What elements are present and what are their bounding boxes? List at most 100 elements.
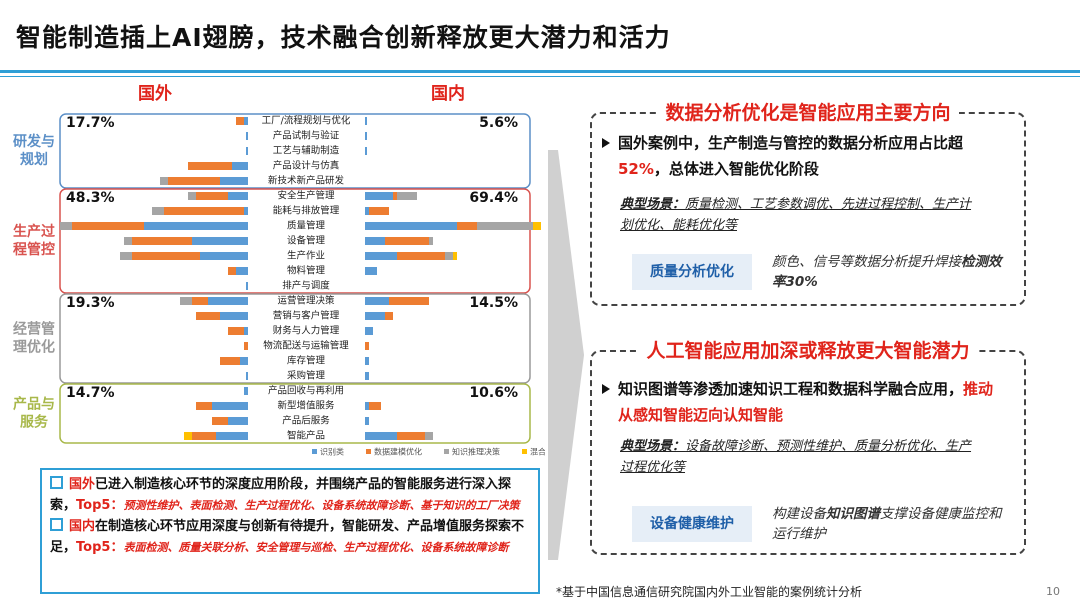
bullet-tail: ，总体进入智能优化阶段 xyxy=(653,160,819,178)
share-label: 14.7% xyxy=(66,385,115,401)
bar-segment xyxy=(365,417,369,425)
bullet-text: 知识图谱等渗透加速知识工程和数据科学融合应用， xyxy=(618,380,964,398)
bar-segment xyxy=(212,417,228,425)
share-label: 14.5% xyxy=(469,295,518,311)
bullet-highlight: 推动从感知智能迈向认知智能 xyxy=(618,380,994,424)
category-label: 能耗与排放管理 xyxy=(273,205,340,217)
category-label: 生产作业 xyxy=(287,250,325,262)
panel-title: 数据分析优化是智能应用主要方向 xyxy=(657,102,959,124)
bar-segment xyxy=(457,222,477,230)
category-label: 运营管理决策 xyxy=(277,295,335,307)
bar-segment xyxy=(216,432,248,440)
bar-segment xyxy=(124,237,132,245)
legend-label: 知识推理决策 xyxy=(452,447,500,457)
category-label: 智能产品 xyxy=(287,430,325,442)
bar-segment xyxy=(365,267,377,275)
notes-box: 国外已进入制造核心环节的深度应用阶段，并围绕产品的智能服务进行深入探索，Top5… xyxy=(40,468,540,594)
bar-segment xyxy=(228,267,236,275)
bar-segment xyxy=(365,432,397,440)
note-top-label: Top5： xyxy=(76,540,124,555)
category-label: 排产与调度 xyxy=(282,280,330,292)
bar-segment xyxy=(246,282,248,290)
share-label: 17.7% xyxy=(66,115,115,131)
bar-segment xyxy=(244,327,248,335)
category-label: 库存管理 xyxy=(287,355,326,367)
example-tail: 支撑设备健康监控和运行维护 xyxy=(772,506,1002,542)
bar-segment xyxy=(228,192,248,200)
bullet-text: 国外案例中，生产制造与管控的数据分析应用占比超 xyxy=(618,134,964,152)
bar-segment xyxy=(389,297,429,305)
bar-segment xyxy=(192,297,208,305)
category-label: 工艺与辅助制造 xyxy=(273,145,340,157)
example-text: 颜色、信号等数据分析提升焊接 xyxy=(772,254,961,270)
category-label: 设备管理 xyxy=(287,235,326,247)
bar-segment xyxy=(60,222,72,230)
bar-segment xyxy=(164,207,244,215)
scenario: 典型场景：设备故障诊断、预测性维护、质量分析优化、生产过程优化等 xyxy=(620,436,984,478)
note-lead: 国外 xyxy=(69,477,96,492)
share-label: 19.3% xyxy=(66,295,115,311)
bar-segment xyxy=(365,252,397,260)
category-label: 营销与客户管理 xyxy=(273,310,340,322)
panel-bullet: 知识图谱等渗透加速知识工程和数据科学融合应用，推动从感知智能迈向认知智能 xyxy=(602,376,1004,428)
category-label: 产品后服务 xyxy=(282,415,330,427)
bar-segment xyxy=(365,342,369,350)
header-rule xyxy=(0,76,1080,77)
legend-label: 识别类 xyxy=(320,447,344,457)
bar-segment xyxy=(228,327,244,335)
bar-segment xyxy=(393,192,397,200)
example: 构建设备知识图谱支撑设备健康监控和运行维护 xyxy=(772,504,1004,544)
scenario-label: 典型场景： xyxy=(620,197,686,212)
header-rule xyxy=(0,70,1080,73)
bar-segment xyxy=(188,162,232,170)
bar-segment xyxy=(445,252,453,260)
legend-label: 数据建模优化 xyxy=(374,447,422,457)
bar-segment xyxy=(365,117,367,125)
side-title: 国内 xyxy=(431,83,465,104)
example-emphasis: 知识图谱 xyxy=(826,506,880,522)
bar-segment xyxy=(132,252,200,260)
bar-segment xyxy=(246,147,248,155)
bar-segment xyxy=(236,267,248,275)
example-tag: 质量分析优化 xyxy=(632,254,752,290)
bar-segment xyxy=(397,432,425,440)
note-text: 在制造核心环节应用深度与创新有待提升，智能研发、产品增值服务探索不足， xyxy=(50,519,525,555)
category-label: 物料管理 xyxy=(287,265,326,277)
legend-swatch xyxy=(444,449,449,454)
share-label: 48.3% xyxy=(66,190,115,206)
bar-segment xyxy=(144,222,248,230)
bar-segment xyxy=(192,432,216,440)
bar-segment xyxy=(246,132,248,140)
bar-segment xyxy=(244,342,248,350)
group-box xyxy=(59,293,531,384)
bar-segment xyxy=(397,252,445,260)
bar-segment xyxy=(246,372,248,380)
bar-segment xyxy=(369,402,381,410)
bullet-highlight: 52% xyxy=(618,160,654,178)
panel-title: 人工智能应用加深或释放更大智能潜力 xyxy=(638,340,978,362)
category-label: 产品设计与仿真 xyxy=(273,160,340,172)
panel: 数据分析优化是智能应用主要方向 国外案例中，生产制造与管控的数据分析应用占比超 5… xyxy=(590,102,1026,306)
category-label: 采购管理 xyxy=(287,370,326,382)
bar-segment xyxy=(477,222,533,230)
bar-segment xyxy=(208,297,248,305)
example-tag: 设备健康维护 xyxy=(632,506,752,542)
category-label: 新技术新产品研发 xyxy=(268,175,345,187)
panel-bullet: 国外案例中，生产制造与管控的数据分析应用占比超 52%，总体进入智能优化阶段 xyxy=(602,130,1004,182)
bar-segment xyxy=(168,177,220,185)
bar-segment xyxy=(232,162,248,170)
bar-segment xyxy=(244,207,248,215)
bar-segment xyxy=(365,192,393,200)
bar-segment xyxy=(365,207,369,215)
bar-segment xyxy=(120,252,132,260)
category-label: 产品试制与验证 xyxy=(273,130,340,142)
scenario-text: 设备故障诊断、预测性维护、质量分析优化、生产过程优化等 xyxy=(620,439,972,475)
page-number: 10 xyxy=(1046,585,1060,598)
note-lead: 国内 xyxy=(69,519,96,534)
bar-segment xyxy=(365,297,389,305)
bar-segment xyxy=(212,402,248,410)
footnote: *基于中国信息通信研究院国内外工业智能的案例统计分析 xyxy=(556,585,863,599)
note: 国外已进入制造核心环节的深度应用阶段，并围绕产品的智能服务进行深入探索，Top5… xyxy=(50,474,530,516)
